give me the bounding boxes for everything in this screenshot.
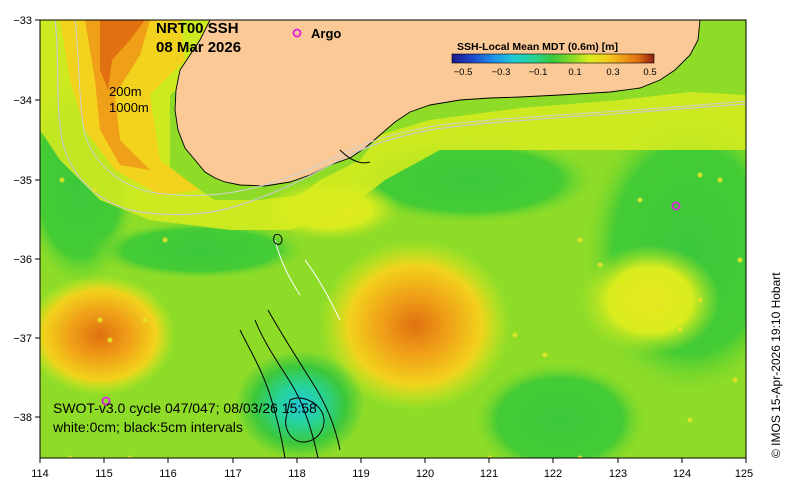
swath-contour-zero bbox=[274, 239, 301, 296]
y-tick-label: −33 bbox=[13, 15, 32, 27]
y-tick-label: −38 bbox=[13, 412, 32, 424]
colorbar-tick: 0.1 bbox=[568, 67, 581, 78]
colorbar-tick: 0.5 bbox=[643, 67, 656, 78]
colorbar-ramp bbox=[451, 53, 655, 64]
x-tick-label: 116 bbox=[159, 468, 177, 480]
y-tick-label: −35 bbox=[13, 175, 32, 187]
plot-frame bbox=[39, 19, 747, 459]
x-tick-label: 120 bbox=[416, 468, 434, 480]
swath-contour bbox=[339, 149, 371, 164]
x-tick-label: 117 bbox=[224, 468, 242, 480]
x-tick-label: 114 bbox=[31, 468, 49, 480]
x-tick-label: 119 bbox=[352, 468, 370, 480]
x-tick-label: 118 bbox=[288, 468, 306, 480]
swath-note-line2: white:0cm; black:5cm intervals bbox=[52, 419, 243, 435]
swath-contour-zero bbox=[304, 259, 341, 321]
colorbar-tick: −0.3 bbox=[492, 67, 511, 78]
ssh-low-southeast bbox=[470, 360, 650, 458]
x-tick-label: 124 bbox=[673, 468, 691, 480]
swath-note-line1: SWOT-v3.0 cycle 047/047; 08/03/26 15:58 bbox=[53, 400, 317, 416]
y-tick-label: −34 bbox=[13, 95, 32, 107]
map-title-date: 08 Mar 2026 bbox=[156, 39, 241, 56]
colorbar-tick: −0.1 bbox=[529, 67, 548, 78]
colorbar-tick: 0.3 bbox=[606, 67, 619, 78]
x-tick-label: 115 bbox=[95, 468, 113, 480]
swath-contour bbox=[267, 309, 341, 451]
x-tick-label: 122 bbox=[544, 468, 562, 480]
swath-contour bbox=[239, 329, 286, 458]
credit-label: © IMOS 15-Apr-2026 19:10 Hobart bbox=[769, 272, 783, 458]
isobath-200m bbox=[74, 20, 746, 197]
y-tick-label: −36 bbox=[13, 254, 32, 266]
swot-swath bbox=[239, 149, 371, 458]
isobath-1000m bbox=[54, 20, 746, 216]
ssh-high-east bbox=[580, 245, 720, 355]
coastal-hottest bbox=[100, 20, 145, 90]
colorbar: SSH-Local Mean MDT (0.6m) [m] −0.5 −0.3 … bbox=[451, 41, 657, 78]
warm-eddy-west bbox=[40, 275, 175, 395]
swath-contour bbox=[273, 233, 283, 245]
argo-float-marker bbox=[101, 396, 111, 406]
x-tick-label: 125 bbox=[735, 468, 753, 480]
y-tick-label: −37 bbox=[13, 333, 32, 345]
x-tick-label: 121 bbox=[480, 468, 498, 480]
isobath-label-shallow: 200m bbox=[109, 84, 142, 99]
along-track-dots bbox=[59, 172, 743, 458]
colorbar-title: SSH-Local Mean MDT (0.6m) [m] bbox=[457, 41, 618, 53]
y-axis: −33 −34 −35 −36 −37 −38 bbox=[13, 15, 40, 424]
warm-eddy-central bbox=[320, 240, 510, 410]
swath-contour bbox=[285, 397, 325, 443]
x-tick-label: 123 bbox=[609, 468, 627, 480]
argo-legend-marker bbox=[292, 28, 302, 38]
cold-eddy bbox=[235, 350, 365, 458]
colorbar-tick: −0.5 bbox=[454, 67, 473, 78]
ssh-low-band bbox=[90, 220, 310, 280]
x-axis: 114 115 116 117 118 119 120 121 122 123 … bbox=[31, 458, 753, 480]
isobath-label-deep: 1000m bbox=[109, 100, 149, 115]
swath-contour bbox=[254, 319, 319, 458]
argo-float-marker bbox=[671, 201, 681, 211]
map-title-product: NRT00 SSH bbox=[156, 20, 239, 37]
argo-legend-label: Argo bbox=[311, 26, 341, 41]
